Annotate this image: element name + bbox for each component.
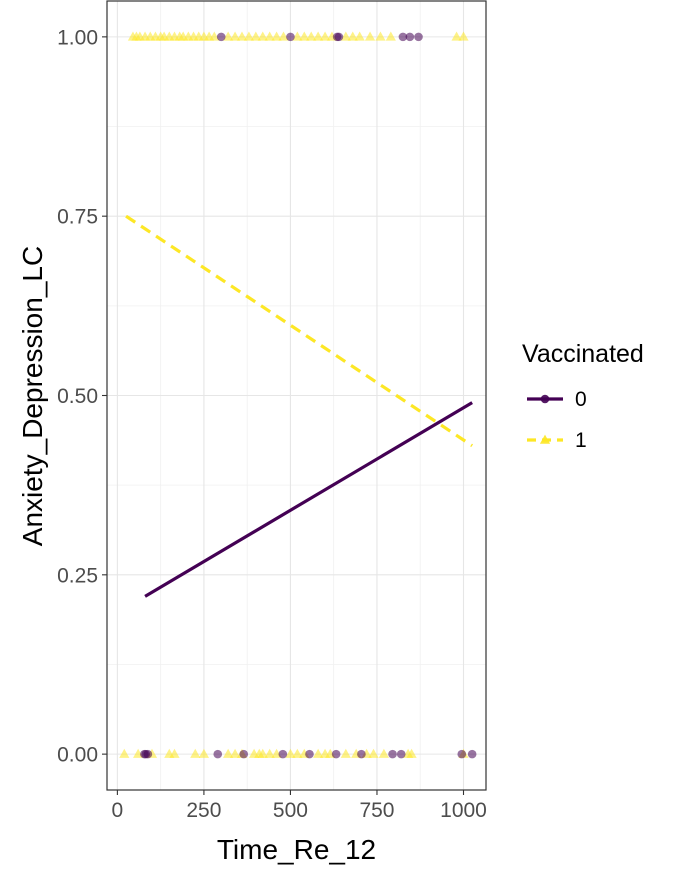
- data-point-series-0: [405, 32, 415, 42]
- data-point-series-1: [209, 31, 220, 41]
- data-point-series-1: [368, 748, 379, 758]
- legend: Vaccinated 0 1: [522, 340, 644, 452]
- data-point-series-0: [467, 749, 477, 759]
- data-point-series-1: [364, 31, 376, 41]
- data-point-series-0: [398, 32, 408, 42]
- data-point-series-1: [354, 31, 365, 41]
- data-point-series-0: [334, 32, 344, 42]
- data-point-series-0: [216, 32, 226, 42]
- y-tick-label: 0.25: [57, 564, 98, 587]
- fit-line-series-0: [144, 401, 473, 598]
- data-point-series-0: [396, 749, 406, 759]
- data-point-series-1: [229, 31, 241, 41]
- legend-label-0: 0: [575, 388, 587, 411]
- data-point-series-0: [388, 749, 397, 759]
- data-point-series-1: [250, 31, 261, 41]
- fit-line-series-1: [125, 214, 474, 448]
- data-point-series-1: [306, 31, 317, 41]
- data-point-series-0: [331, 749, 341, 759]
- data-point-series-1: [257, 748, 268, 758]
- x-tick-label: 750: [359, 799, 394, 822]
- data-point-series-1: [340, 31, 351, 41]
- data-point-series-1: [271, 31, 282, 41]
- x-tick-label: 250: [186, 799, 221, 822]
- data-point-series-1: [169, 748, 180, 758]
- data-point-series-1: [190, 748, 201, 758]
- fit-lines-layer: [125, 214, 474, 598]
- data-point-series-1: [406, 748, 417, 758]
- points-layer: [119, 31, 477, 759]
- data-point-series-0: [213, 749, 223, 759]
- data-point-series-0: [357, 749, 366, 759]
- data-point-series-1: [299, 31, 310, 41]
- data-point-series-1: [236, 31, 248, 41]
- data-point-series-1: [458, 31, 469, 41]
- data-point-series-1: [385, 31, 396, 41]
- y-tick-label: 0.00: [57, 744, 98, 767]
- data-point-series-1: [223, 31, 234, 41]
- data-point-series-1: [313, 748, 324, 758]
- data-point-series-1: [278, 31, 289, 41]
- data-point-series-1: [375, 31, 386, 41]
- data-point-series-1: [347, 31, 358, 41]
- data-point-series-0: [414, 32, 423, 42]
- legend-key-marker-1: [539, 434, 551, 444]
- legend-label-1: 1: [575, 429, 587, 452]
- data-point-series-1: [319, 31, 331, 41]
- y-tick-label: 1.00: [57, 26, 98, 49]
- x-tick-label: 1000: [440, 799, 487, 822]
- x-axis-title: Time_Re_12: [217, 834, 376, 865]
- data-point-series-0: [143, 749, 153, 759]
- x-tick-label: 500: [273, 799, 308, 822]
- data-point-series-0: [305, 749, 314, 759]
- data-point-series-1: [243, 31, 255, 41]
- data-point-series-1: [313, 31, 324, 41]
- y-tick-label: 0.75: [57, 206, 98, 229]
- data-point-series-1: [198, 748, 210, 758]
- legend-key-marker-0: [540, 394, 550, 404]
- y-tick-label: 0.50: [57, 385, 98, 408]
- data-point-series-0: [239, 749, 249, 759]
- x-tick-label: 0: [112, 799, 124, 822]
- data-point-series-1: [264, 748, 275, 758]
- data-point-series-1: [257, 31, 268, 41]
- data-point-series-1: [292, 31, 303, 41]
- data-point-series-1: [229, 748, 241, 758]
- y-axis-ticks: 0.00 0.25 0.50 0.75 1.00: [57, 26, 107, 767]
- data-point-series-1: [285, 748, 296, 758]
- data-point-series-1: [340, 748, 351, 758]
- y-axis-title: Anxiety_Depression_LC: [17, 246, 48, 546]
- data-point-series-1: [264, 31, 275, 41]
- data-point-series-1: [378, 748, 390, 758]
- data-point-series-0: [278, 749, 288, 759]
- legend-title: Vaccinated: [522, 340, 644, 368]
- data-point-series-1: [292, 748, 303, 758]
- data-point-series-0: [457, 749, 467, 759]
- data-point-series-1: [451, 31, 462, 41]
- data-point-series-1: [119, 748, 130, 758]
- legend-keys: [527, 394, 563, 444]
- data-point-series-1: [223, 748, 234, 758]
- x-axis-ticks: 0 250 500 750 1000: [112, 790, 487, 822]
- data-point-series-0: [286, 32, 295, 42]
